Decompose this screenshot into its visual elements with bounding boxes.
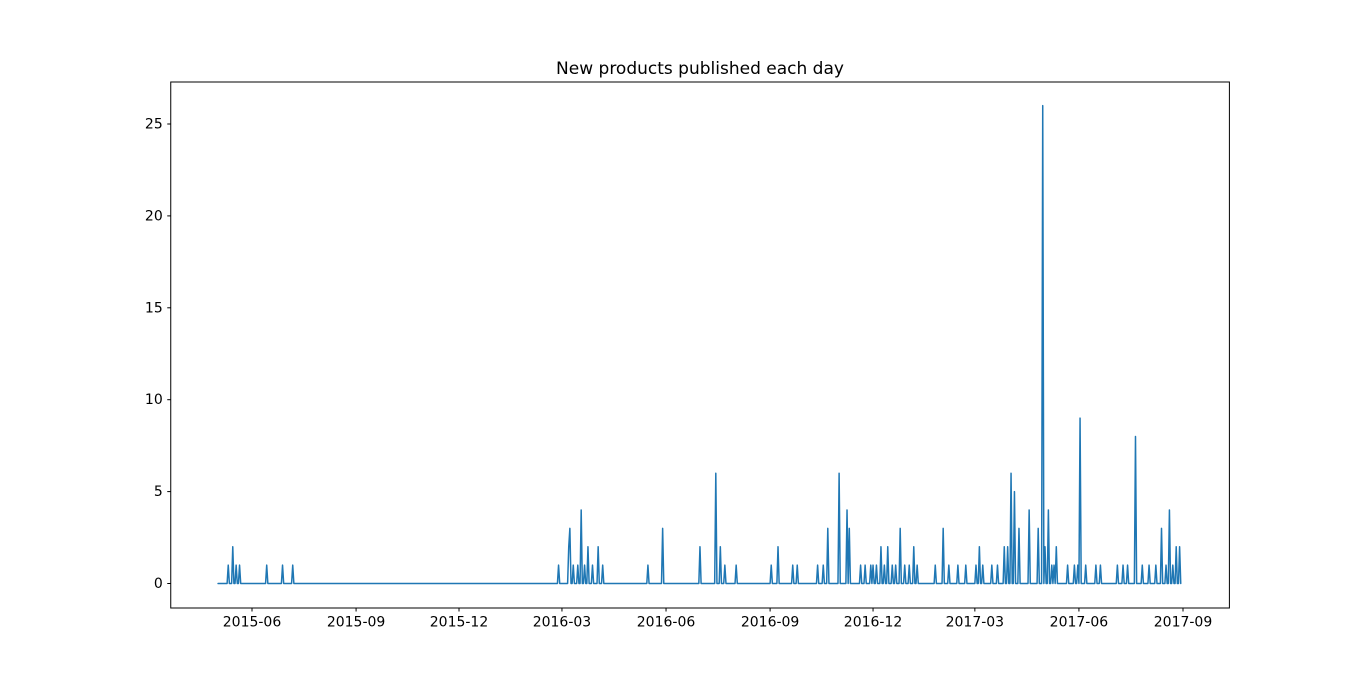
plot-area-border — [170, 81, 1230, 609]
y-tick-label: 10 — [145, 392, 163, 408]
x-tick-label: 2017-06 — [1050, 615, 1109, 631]
y-tick-label: 5 — [154, 484, 163, 500]
y-tick-label: 25 — [145, 117, 163, 133]
x-tick-label: 2015-09 — [327, 615, 386, 631]
x-tick-label: 2015-06 — [223, 615, 282, 631]
y-axis: 0 5 10 15 20 25 — [145, 117, 171, 592]
x-tick-label: 2016-09 — [741, 615, 800, 631]
chart-title: New products published each day — [556, 59, 844, 79]
y-tick-label: 15 — [145, 300, 163, 316]
x-axis: 2015-06 2015-09 2015-12 2016-03 2016-06 2016-… — [223, 608, 1213, 631]
x-tick-label: 2016-12 — [844, 615, 903, 631]
y-tick-label: 0 — [154, 576, 163, 592]
y-tick-label: 20 — [145, 208, 163, 224]
x-tick-label: 2017-09 — [1154, 615, 1213, 631]
data-series — [217, 104, 1182, 585]
x-tick-label: 2017-03 — [946, 615, 1005, 631]
data-line — [217, 104, 1182, 585]
x-tick-label: 2016-03 — [533, 615, 592, 631]
x-tick-label: 2015-12 — [430, 615, 489, 631]
x-tick-label: 2016-06 — [637, 615, 696, 631]
